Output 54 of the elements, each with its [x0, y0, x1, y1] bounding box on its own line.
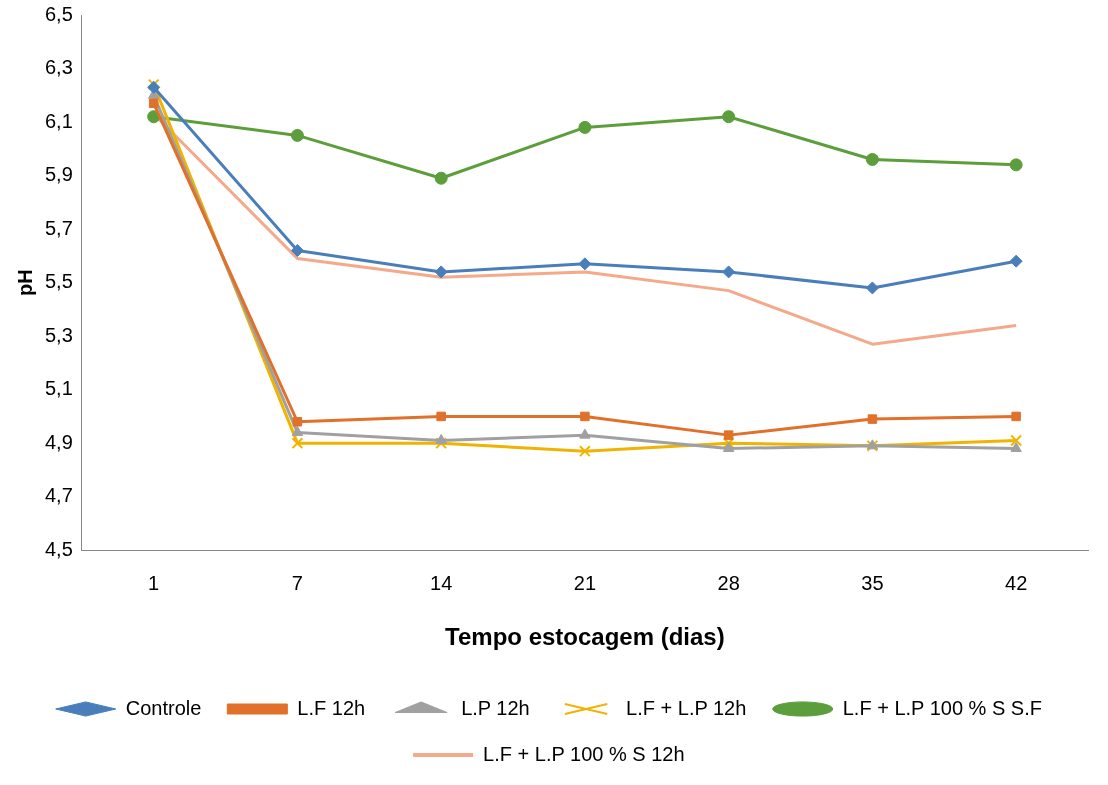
- y-tick-label: 6,5: [44, 2, 73, 25]
- point: [290, 243, 304, 257]
- point: [291, 425, 304, 436]
- point: [578, 445, 591, 458]
- y-tick-label: 6,3: [44, 56, 73, 79]
- point: [1009, 254, 1023, 268]
- y-axis-title: pH: [13, 269, 36, 296]
- point: [580, 411, 590, 422]
- point: [867, 414, 878, 424]
- y-tick-label: 5,7: [44, 216, 73, 239]
- x-tick-label: 28: [717, 571, 740, 594]
- y-tick-label: 4,7: [44, 484, 73, 507]
- point: [1010, 442, 1022, 453]
- y-tick-label: 6,1: [44, 109, 73, 132]
- x-tick-label: 14: [430, 571, 453, 594]
- point: [723, 430, 734, 440]
- x-axis-title: Tempo estocagem (dias): [445, 623, 725, 651]
- point: [290, 128, 304, 142]
- y-tick-label: 5,5: [44, 270, 73, 293]
- point: [578, 120, 592, 134]
- legend-label: L.F + L.P 100 % S S.F: [842, 696, 1042, 719]
- point: [435, 437, 448, 450]
- point: [722, 110, 736, 124]
- point: [291, 437, 304, 450]
- point: [1011, 411, 1021, 422]
- point: [434, 265, 448, 279]
- y-tick-label: 5,9: [44, 163, 73, 186]
- point: [148, 98, 159, 109]
- point: [1009, 158, 1023, 172]
- x-tick-label: 7: [291, 571, 303, 594]
- point: [435, 433, 447, 444]
- y-tick-label: 4,5: [44, 537, 73, 560]
- legend-label: L.F 12h: [297, 696, 366, 719]
- y-tick-label: 5,3: [44, 323, 73, 346]
- x-tick-label: 35: [861, 571, 884, 594]
- legend-label: L.F + L.P 12h: [626, 696, 747, 719]
- point: [292, 417, 303, 427]
- point: [436, 411, 446, 422]
- x-tick-label: 21: [573, 571, 597, 594]
- point: [434, 171, 448, 185]
- x-tick-label: 42: [1005, 571, 1028, 594]
- y-tick-label: 5,1: [44, 377, 73, 400]
- point: [865, 281, 879, 295]
- x-tick-label: 1: [148, 571, 160, 594]
- point: [578, 257, 592, 271]
- point: [722, 265, 736, 279]
- legend-label: L.F + L.P 100 % S 12h: [483, 742, 685, 765]
- point: [722, 442, 735, 453]
- point: [1010, 434, 1023, 447]
- legend-label: L.P 12h: [461, 696, 530, 719]
- point: [579, 428, 591, 439]
- y-tick-label: 4,9: [44, 430, 73, 453]
- point: [865, 153, 879, 166]
- legend-label: Controle: [125, 696, 202, 719]
